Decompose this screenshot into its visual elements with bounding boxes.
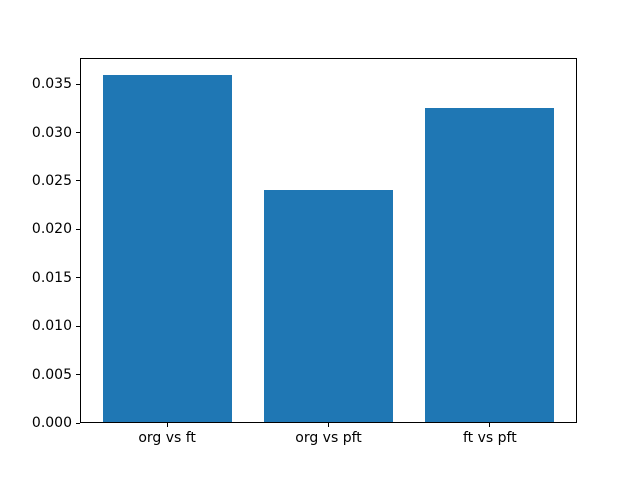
x-tick-mark xyxy=(166,423,168,427)
y-tick-label: 0.010 xyxy=(31,318,72,335)
y-tick-label: 0.025 xyxy=(31,172,72,189)
y-tick-label: 0.035 xyxy=(31,76,72,93)
y-tick-label: 0.030 xyxy=(31,124,72,141)
plot-area xyxy=(80,58,577,423)
y-tick-mark xyxy=(76,228,80,230)
bar-org-vs-pft xyxy=(263,189,394,423)
x-tick-label: org vs ft xyxy=(138,430,196,446)
bar-org-vs-ft xyxy=(102,75,232,423)
y-tick-mark xyxy=(76,132,80,134)
x-tick-mark xyxy=(328,423,329,427)
x-tick-label: ft vs pft xyxy=(463,430,517,446)
y-tick-label: 0.005 xyxy=(31,366,72,383)
y-tick-label: 0.015 xyxy=(31,269,72,286)
y-tick-mark xyxy=(76,180,80,182)
y-tick-label: 0.000 xyxy=(31,415,72,431)
y-tick-mark xyxy=(76,277,80,279)
y-tick-mark xyxy=(76,325,80,327)
bar-ft-vs-pft xyxy=(425,108,555,423)
y-tick-mark xyxy=(76,422,80,424)
x-tick-mark xyxy=(489,423,491,427)
y-tick-mark xyxy=(76,83,80,85)
y-tick-mark xyxy=(76,374,80,376)
y-tick-label: 0.020 xyxy=(31,221,72,238)
x-tick-label: org vs pft xyxy=(295,430,362,446)
